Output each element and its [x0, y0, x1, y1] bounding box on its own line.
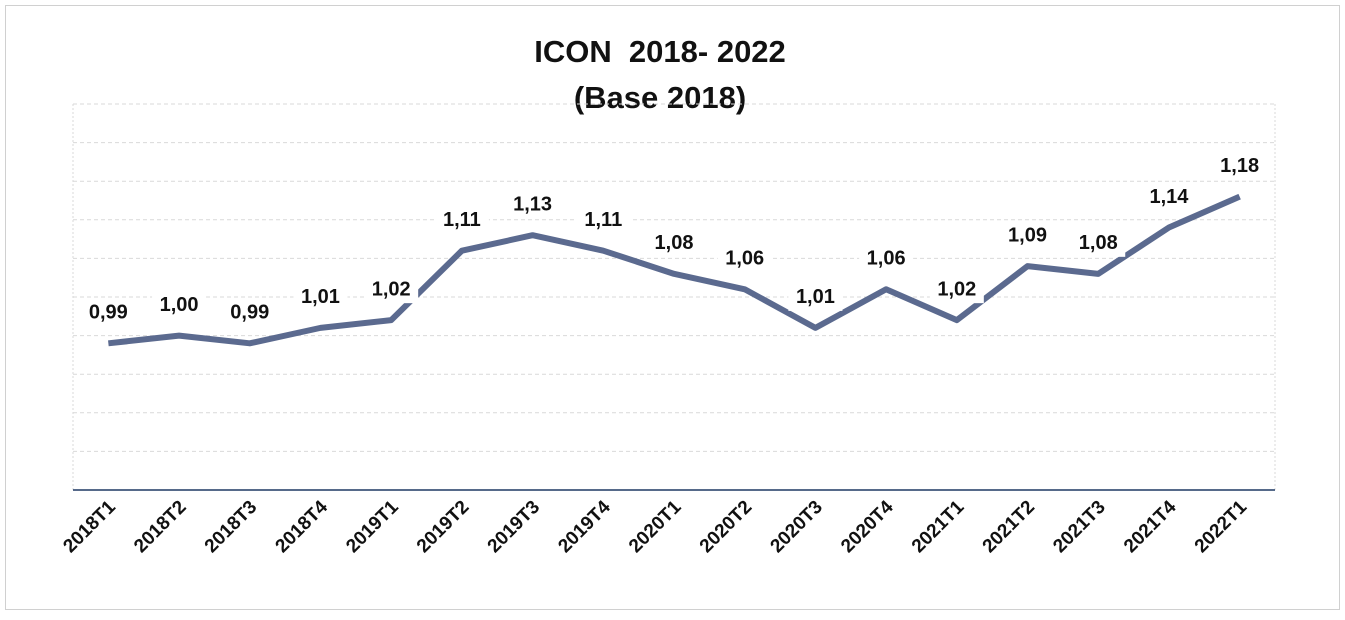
- chart-subtitle: (Base 2018): [574, 80, 746, 115]
- value-label-bg: [1141, 184, 1196, 211]
- value-label-bg: [647, 230, 701, 257]
- value-label: 1,02: [372, 278, 411, 300]
- value-label-bg: [81, 300, 136, 327]
- value-label: 1,11: [443, 209, 481, 231]
- value-label: 1,08: [1079, 232, 1118, 254]
- value-label-bg: [717, 246, 772, 273]
- value-label-bg: [434, 207, 489, 234]
- value-label-bg: [576, 207, 631, 234]
- value-label: 1,11: [584, 209, 622, 231]
- value-label: 1,01: [796, 286, 835, 308]
- value-label: 0,99: [89, 302, 128, 324]
- value-label: 1,06: [725, 248, 764, 270]
- value-label-bg: [929, 277, 984, 304]
- value-label-bg: [364, 277, 419, 304]
- value-label: 1,14: [1149, 186, 1189, 208]
- value-label-bg: [859, 246, 914, 273]
- chart-title: ICON 2018- 2022: [534, 34, 786, 69]
- value-label-bg: [293, 284, 348, 311]
- value-label-bg: [1000, 223, 1055, 250]
- value-label-bg: [505, 192, 560, 219]
- value-label-bg: [1212, 153, 1267, 180]
- data-line: [108, 193, 1241, 347]
- value-label-bg: [222, 300, 277, 327]
- value-label: 1,06: [867, 248, 906, 270]
- value-label: 1,02: [937, 278, 976, 300]
- value-label-bg: [788, 284, 843, 311]
- value-label: 1,01: [301, 286, 340, 308]
- value-label: 1,00: [160, 294, 199, 316]
- value-label: 1,18: [1220, 155, 1259, 177]
- value-label: 0,99: [230, 302, 269, 324]
- value-label-bg: [152, 292, 207, 319]
- value-label: 1,09: [1008, 224, 1047, 246]
- value-label-bg: [1071, 230, 1126, 257]
- value-label: 1,08: [655, 232, 694, 254]
- value-label: 1,13: [513, 194, 552, 216]
